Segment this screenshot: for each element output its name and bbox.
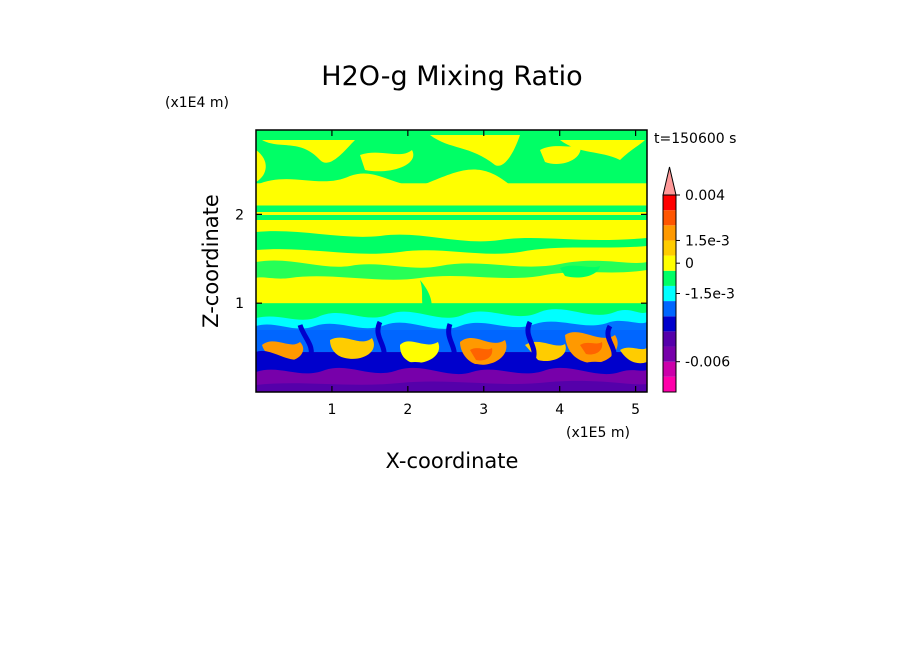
colorbar-swatch — [663, 285, 676, 302]
colorbar-swatch — [663, 210, 676, 226]
x-tick-label: 1 — [327, 402, 336, 418]
x-tick-label: 4 — [555, 402, 564, 418]
x-tick-label: 3 — [479, 402, 488, 418]
colorbar-swatch — [663, 225, 676, 241]
colorbar-label: 0 — [685, 256, 694, 272]
x-unit-label: (x1E5 m) — [566, 425, 630, 441]
x-tick-label: 5 — [631, 402, 640, 418]
contour-field — [256, 130, 647, 392]
colorbar-swatch — [663, 301, 676, 317]
time-label: t=150600 s — [654, 131, 736, 147]
colorbar-swatch — [663, 316, 676, 332]
y-axis: 12 — [235, 207, 647, 312]
x-tick-label: 2 — [403, 402, 412, 418]
y-axis-label: Z-coordinate — [199, 194, 223, 328]
plot-frame — [255, 129, 648, 393]
field-band — [256, 218, 647, 304]
colorbar-label: -0.006 — [685, 355, 730, 371]
x-axis-label: X-coordinate — [386, 449, 519, 473]
colorbar-extension — [662, 166, 677, 196]
colorbar-label: 0.004 — [685, 188, 725, 204]
colorbar-swatch — [663, 376, 676, 392]
colorbar-swatch — [663, 255, 676, 271]
colorbar-swatch — [663, 361, 676, 377]
x-axis: 1 2 3 4 5 — [327, 130, 640, 418]
y-tick-label: 1 — [235, 296, 244, 312]
colorbar-swatch — [663, 195, 676, 211]
colorbar-swatch — [663, 270, 676, 286]
colorbar-swatch — [663, 346, 676, 362]
chart-title: H2O-g Mixing Ratio — [321, 61, 582, 92]
colorbar-label: -1.5e-3 — [685, 287, 735, 303]
colorbar: 0.004 1.5e-3 0 -1.5e-3 -0.006 — [662, 166, 735, 393]
y-unit-label: (x1E4 m) — [165, 95, 229, 111]
colorbar-label: 1.5e-3 — [685, 233, 730, 249]
colorbar-swatch — [663, 331, 676, 347]
y-tick-label: 2 — [235, 207, 244, 223]
field-texture — [256, 135, 647, 392]
colorbar-swatch — [663, 240, 676, 256]
